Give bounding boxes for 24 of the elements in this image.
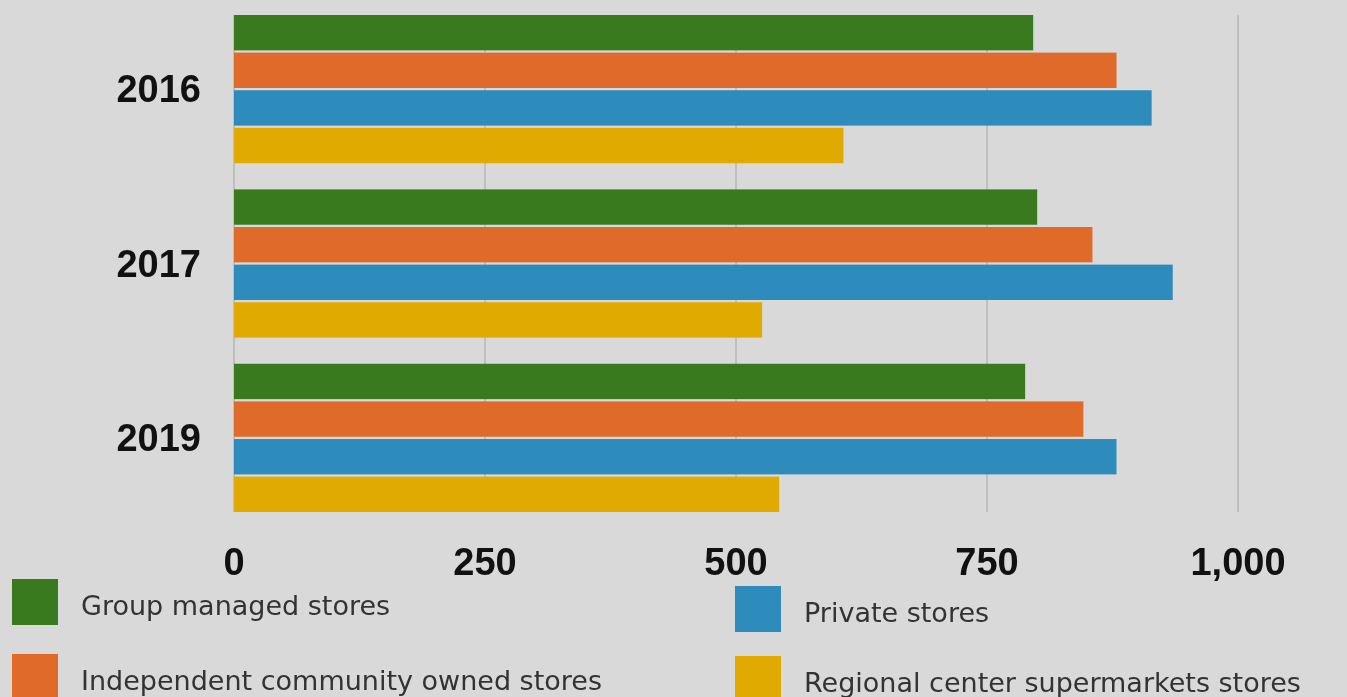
x-tick-label: 0 [223,541,245,583]
bar [234,52,1117,88]
legend-label: Regional center supermarkets stores [804,666,1301,697]
y-tick-label: 2019 [116,416,201,459]
bar [234,401,1084,437]
legend-label: Group managed stores [81,589,391,621]
bar [234,127,844,164]
bar [234,363,1026,400]
bar [234,264,1173,300]
legend-label: Independent community owned stores [81,664,602,696]
y-tick-label: 2017 [116,242,201,285]
bar [234,15,1034,51]
x-tick-label: 250 [453,541,517,583]
legend-label: Private stores [804,596,990,628]
bar [234,302,763,338]
y-tick-label: 2016 [116,68,201,111]
bar [234,227,1093,263]
x-tick-label: 500 [704,541,768,583]
bar [234,439,1117,475]
x-tick-label: 750 [955,541,1019,583]
bar [234,90,1152,126]
x-tick-label: 1,000 [1190,541,1286,583]
bar [234,189,1038,225]
bar [234,476,780,512]
